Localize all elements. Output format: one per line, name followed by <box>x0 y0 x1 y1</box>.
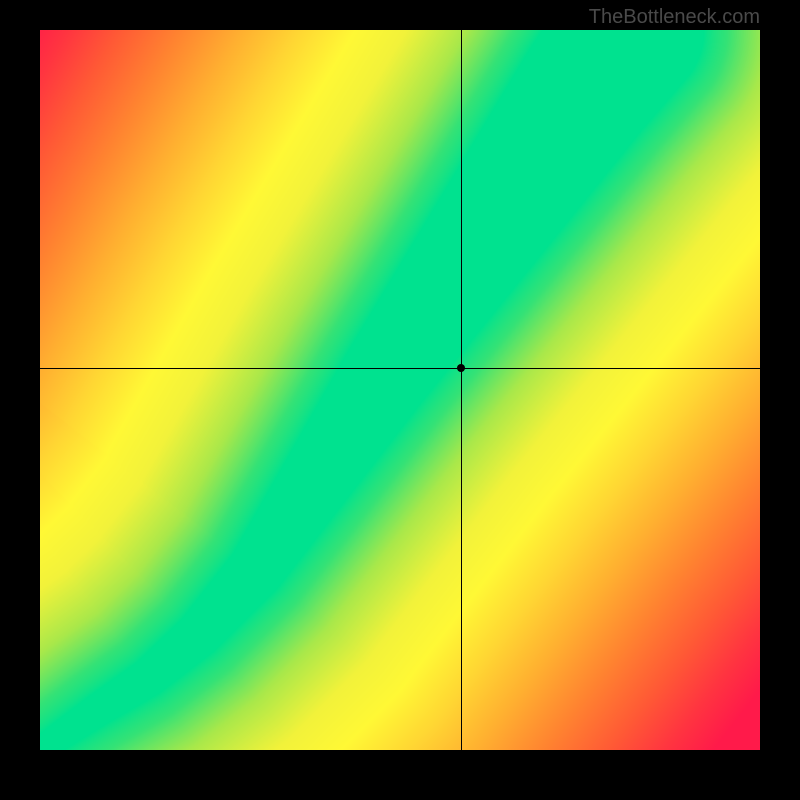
marker-point <box>457 364 465 372</box>
watermark-text: TheBottleneck.com <box>589 6 760 29</box>
crosshair-vertical <box>461 30 462 750</box>
heatmap-plot <box>40 30 760 750</box>
crosshair-horizontal <box>40 368 760 369</box>
heatmap-canvas <box>40 30 760 750</box>
